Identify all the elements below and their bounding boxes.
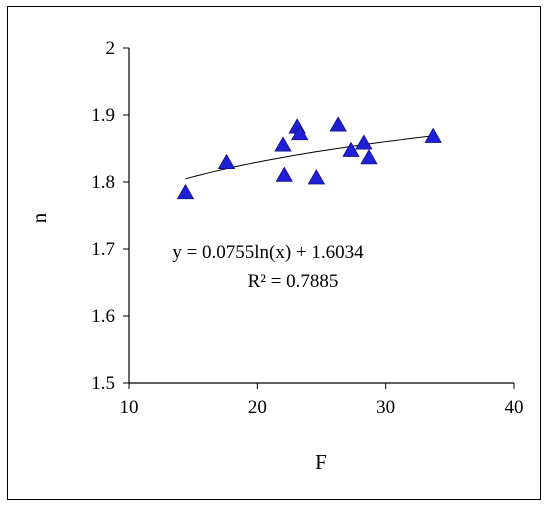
x-tick-label: 40: [505, 397, 524, 418]
data-point-triangle: [360, 149, 378, 165]
data-point-triangle: [275, 166, 293, 182]
data-point-triangle: [274, 136, 292, 152]
r-squared-annotation: R² = 0.7885: [248, 271, 339, 292]
data-point-triangle: [290, 124, 309, 141]
data-point-triangle: [342, 141, 360, 157]
y-tick-label: 2: [106, 38, 116, 59]
y-tick-label: 1.7: [91, 239, 115, 260]
data-points: [176, 116, 442, 200]
y-tick-label: 1.5: [91, 373, 115, 394]
y-tick-label: 1.6: [91, 306, 115, 327]
trendline: [185, 135, 434, 180]
data-point-triangle: [424, 127, 442, 143]
y-tick-label: 1.8: [91, 172, 115, 193]
x-tick-label: 20: [248, 397, 267, 418]
data-point-triangle: [329, 116, 347, 132]
equation-annotation: y = 0.0755ln(x) + 1.6034: [172, 242, 364, 263]
axes: [123, 47, 515, 389]
x-axis-title: F: [315, 450, 327, 474]
chart-frame: [7, 6, 541, 500]
data-point-triangle: [176, 183, 195, 200]
tick-labels: 10 20 30 40 1.5 1.6 1.7 1.8 1.9 2: [91, 38, 523, 418]
data-point-triangle: [217, 153, 236, 169]
y-tick-label: 1.9: [91, 105, 115, 126]
x-tick-label: 30: [376, 397, 395, 418]
data-point-triangle: [307, 169, 326, 185]
data-point-triangle: [355, 134, 373, 150]
x-tick-label: 10: [120, 397, 139, 418]
y-axis-title: n: [27, 212, 51, 223]
